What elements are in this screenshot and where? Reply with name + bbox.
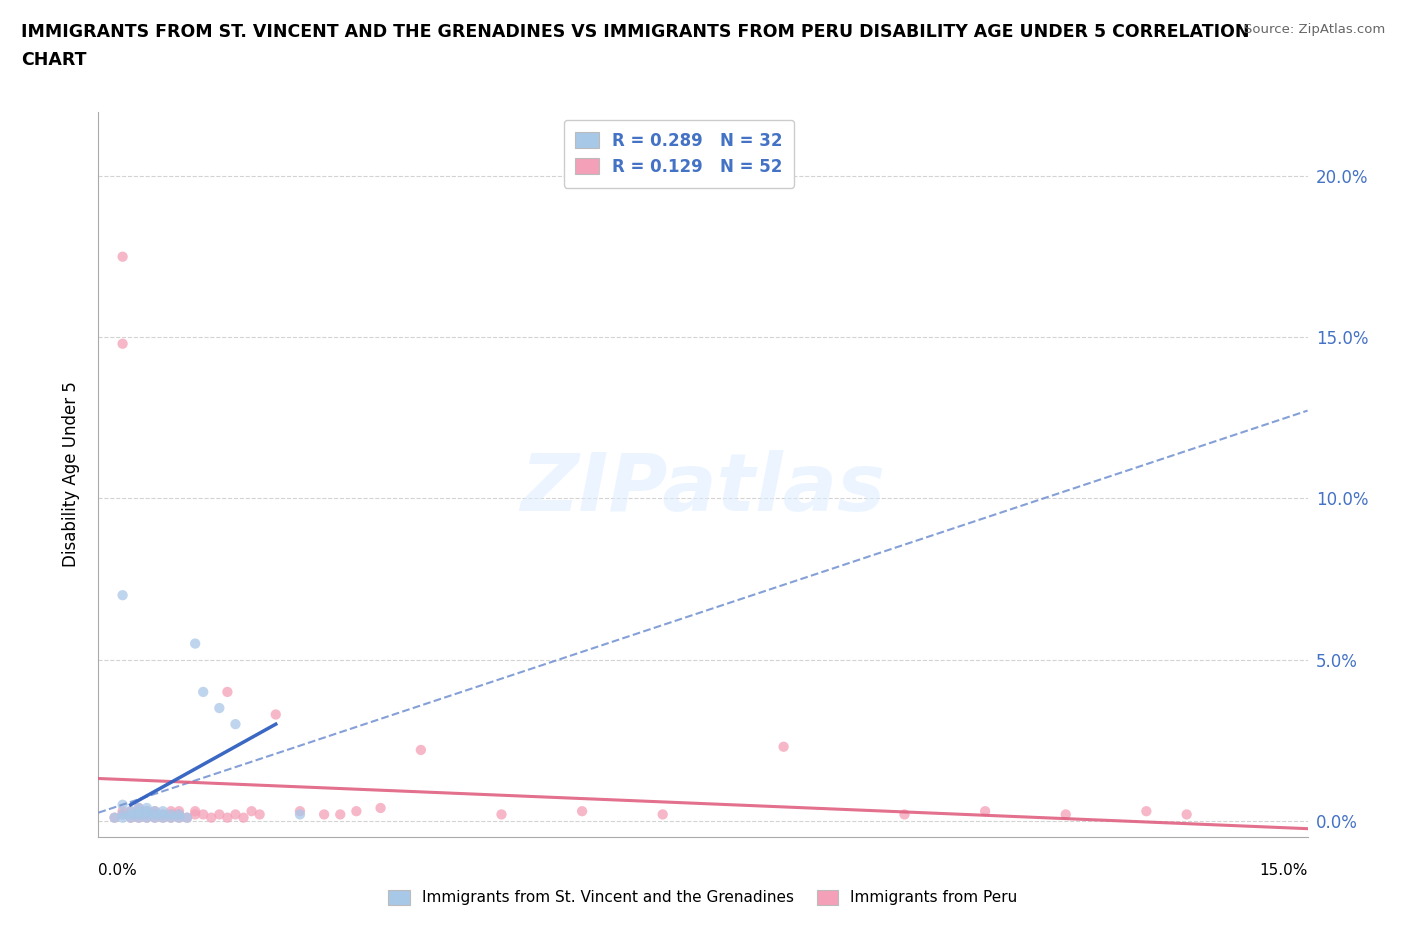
Point <box>491 807 513 822</box>
Point <box>167 807 190 822</box>
Point <box>264 707 287 722</box>
Point <box>143 810 166 825</box>
Point <box>571 804 593 818</box>
Text: 0.0%: 0.0% <box>98 863 138 878</box>
Point <box>103 810 125 825</box>
Point <box>111 807 134 822</box>
Point <box>120 807 142 822</box>
Point <box>224 717 246 732</box>
Point <box>135 810 157 825</box>
Point <box>200 810 222 825</box>
Point <box>288 807 311 822</box>
Point <box>143 810 166 825</box>
Point <box>111 797 134 812</box>
Point <box>128 810 150 825</box>
Point <box>217 810 239 825</box>
Point <box>143 804 166 818</box>
Text: IMMIGRANTS FROM ST. VINCENT AND THE GRENADINES VS IMMIGRANTS FROM PERU DISABILIT: IMMIGRANTS FROM ST. VINCENT AND THE GREN… <box>21 23 1250 41</box>
Point <box>120 804 142 818</box>
Point <box>893 807 915 822</box>
Point <box>224 807 246 822</box>
Point <box>409 742 432 757</box>
Point <box>974 804 997 818</box>
Point <box>152 807 174 822</box>
Point <box>1135 804 1157 818</box>
Point <box>329 807 352 822</box>
Point <box>135 804 157 818</box>
Point <box>167 810 190 825</box>
Point <box>143 804 166 818</box>
Point <box>135 804 157 818</box>
Text: Source: ZipAtlas.com: Source: ZipAtlas.com <box>1244 23 1385 36</box>
Point <box>772 739 794 754</box>
Point <box>111 810 134 825</box>
Point <box>314 807 336 822</box>
Point <box>111 249 134 264</box>
Point <box>176 810 198 825</box>
Point <box>167 804 190 818</box>
Point <box>184 636 207 651</box>
Point <box>184 807 207 822</box>
Point <box>249 807 271 822</box>
Point <box>135 807 157 822</box>
Point <box>135 801 157 816</box>
Point <box>152 807 174 822</box>
Point <box>128 801 150 816</box>
Point <box>232 810 254 825</box>
Point <box>370 801 392 816</box>
Text: ZIPatlas: ZIPatlas <box>520 450 886 528</box>
Point <box>193 684 215 699</box>
Point <box>208 807 231 822</box>
Point <box>143 807 166 822</box>
Point <box>152 810 174 825</box>
Point <box>120 810 142 825</box>
Point <box>135 807 157 822</box>
Point <box>288 804 311 818</box>
Point <box>111 588 134 603</box>
Legend: R = 0.289   N = 32, R = 0.129   N = 52: R = 0.289 N = 32, R = 0.129 N = 52 <box>564 120 794 188</box>
Point <box>128 807 150 822</box>
Point <box>120 810 142 825</box>
Point <box>160 810 183 825</box>
Point <box>103 810 125 825</box>
Point <box>167 807 190 822</box>
Point <box>208 700 231 715</box>
Point <box>1054 807 1077 822</box>
Point <box>152 804 174 818</box>
Point <box>135 810 157 825</box>
Point <box>344 804 367 818</box>
Point <box>152 810 174 825</box>
Point <box>128 804 150 818</box>
Point <box>143 807 166 822</box>
Point <box>193 807 215 822</box>
Point <box>160 807 183 822</box>
Point <box>1175 807 1198 822</box>
Point <box>167 810 190 825</box>
Point <box>111 807 134 822</box>
Point <box>111 804 134 818</box>
Point <box>160 804 183 818</box>
Point <box>240 804 263 818</box>
Text: CHART: CHART <box>21 51 87 69</box>
Point <box>176 810 198 825</box>
Legend: Immigrants from St. Vincent and the Grenadines, Immigrants from Peru: Immigrants from St. Vincent and the Gren… <box>381 883 1025 913</box>
Point <box>111 337 134 352</box>
Point <box>160 807 183 822</box>
Point <box>651 807 673 822</box>
Point <box>128 810 150 825</box>
Point <box>184 804 207 818</box>
Point <box>160 810 183 825</box>
Text: 15.0%: 15.0% <box>1260 863 1308 878</box>
Point <box>128 801 150 816</box>
Point <box>217 684 239 699</box>
Point <box>128 807 150 822</box>
Point <box>120 804 142 818</box>
Y-axis label: Disability Age Under 5: Disability Age Under 5 <box>62 381 80 567</box>
